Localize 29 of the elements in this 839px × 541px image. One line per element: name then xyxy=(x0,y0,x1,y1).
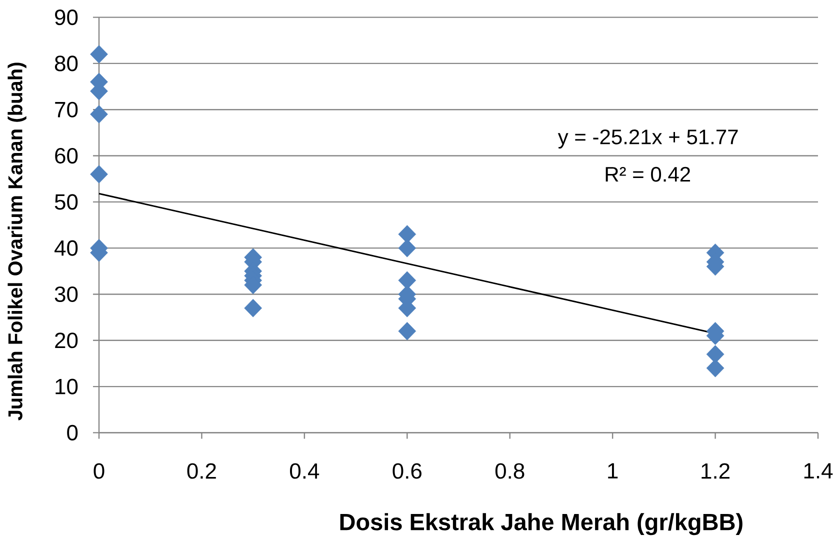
point xyxy=(398,225,416,244)
x-tick-label: 1 xyxy=(608,463,618,478)
y-tick-label: 0 xyxy=(67,424,78,440)
point xyxy=(90,45,108,64)
y-tick-label: 30 xyxy=(54,286,78,302)
y-tick-label: 80 xyxy=(54,56,78,72)
annotation: y = -25.21x + 51.77 xyxy=(558,130,738,149)
x-tick-label: 0.2 xyxy=(187,463,216,479)
y-tick-label: 40 xyxy=(54,240,78,256)
point xyxy=(90,105,108,124)
point xyxy=(706,345,724,364)
y-tick-label: 60 xyxy=(55,148,78,164)
point xyxy=(90,165,108,184)
x-tick-label: 1.4 xyxy=(804,463,833,478)
y-tick-label: 90 xyxy=(55,10,78,26)
y-tick-label: 70 xyxy=(55,102,78,118)
point xyxy=(244,298,262,318)
x-axis-title: Dosis Ekstrak Jahe Merah (gr/kgBB) xyxy=(340,513,742,536)
y-tick-label: 10 xyxy=(56,378,78,394)
x-tick-label: 0.8 xyxy=(495,463,524,479)
x-tick-label: 0 xyxy=(94,463,104,479)
annotation: R² = 0.42 xyxy=(606,166,690,182)
y-tick-label: 20 xyxy=(55,332,78,348)
x-tick-label: 0.6 xyxy=(392,463,422,479)
y-tick-label: 50 xyxy=(54,194,78,210)
x-tick-label: 0.4 xyxy=(290,463,320,479)
x-tick-label: 1.2 xyxy=(702,463,730,479)
point xyxy=(398,322,416,340)
y-axis-title: Jumlah Folikel Ovarium Kanan (buah) xyxy=(8,62,26,420)
